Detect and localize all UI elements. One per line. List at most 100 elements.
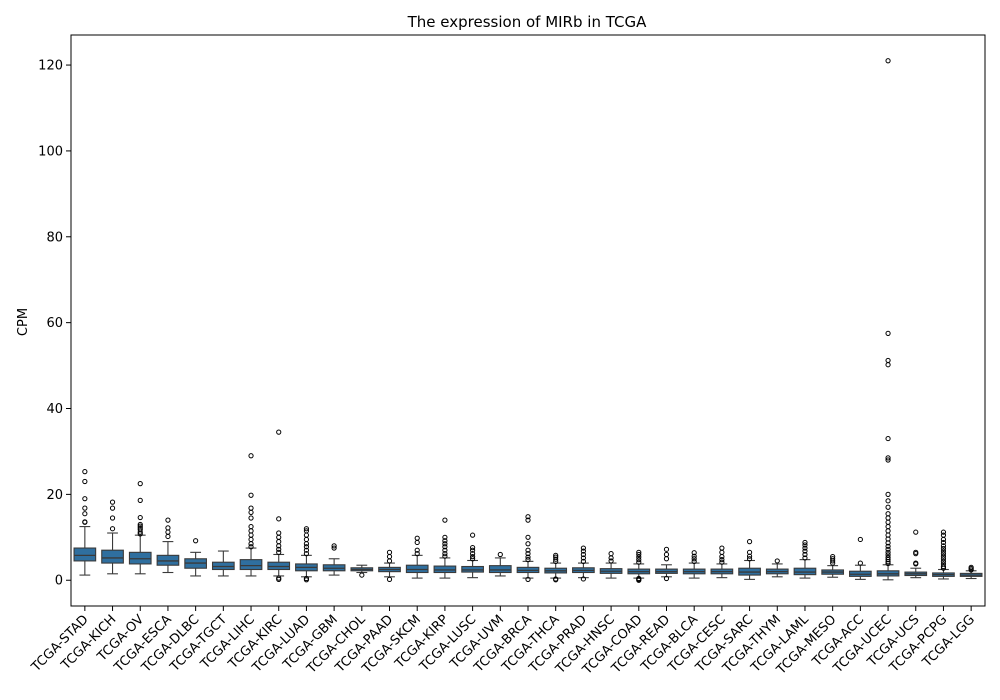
- outlier-point: [580, 548, 586, 554]
- outlier-point: [137, 497, 143, 503]
- outlier-point: [719, 559, 725, 565]
- outlier-point: [303, 551, 310, 557]
- outlier-point: [802, 539, 808, 546]
- outlier-point: [885, 491, 891, 497]
- outlier-point: [885, 504, 891, 510]
- outlier-point: [303, 541, 310, 547]
- outlier-point: [580, 545, 586, 551]
- outlier-point: [746, 556, 753, 562]
- outlier-point: [802, 551, 808, 558]
- outlier-point: [442, 553, 448, 559]
- outlier-point: [497, 551, 503, 558]
- box-body: [73, 547, 97, 562]
- y-tick-label: 120: [38, 59, 63, 74]
- plot-area: 020406080100120TCGA-STADTCGA-KICHTCGA-OV…: [28, 58, 983, 678]
- outlier-point: [525, 547, 531, 553]
- y-tick-label: 0: [55, 574, 63, 589]
- outlier-point: [470, 551, 476, 557]
- outlier-point: [525, 557, 531, 563]
- outlier-point: [137, 514, 143, 521]
- outlier-point: [109, 499, 116, 505]
- outlier-point: [248, 541, 254, 547]
- outlier-point: [442, 517, 448, 523]
- outlier-point: [331, 545, 337, 551]
- outlier-point: [248, 523, 254, 530]
- outlier-point: [885, 549, 891, 555]
- outlier-point: [525, 514, 531, 520]
- outlier-point: [442, 534, 448, 540]
- outlier-point: [276, 534, 282, 540]
- outlier-point: [193, 538, 199, 544]
- outlier-point: [885, 330, 891, 336]
- outlier-point: [109, 515, 116, 521]
- outlier-point: [248, 505, 254, 511]
- outlier-point: [470, 532, 476, 538]
- box-body: [488, 565, 512, 574]
- outlier-point: [802, 542, 808, 548]
- outlier-point: [137, 481, 143, 487]
- outlier-point: [303, 544, 310, 550]
- outlier-point: [940, 548, 947, 554]
- y-tick-label: 100: [38, 144, 63, 159]
- outlier-point: [276, 429, 282, 435]
- outlier-point: [940, 536, 947, 543]
- outlier-point: [940, 529, 947, 535]
- outlier-point: [525, 541, 531, 547]
- outlier-point: [663, 546, 670, 552]
- y-tick-label: 40: [46, 402, 63, 417]
- outlier-point: [885, 557, 891, 563]
- outlier-point: [913, 560, 919, 566]
- outlier-point: [719, 554, 725, 560]
- outlier-point: [248, 544, 254, 550]
- outlier-point: [830, 554, 836, 560]
- y-tick-label: 60: [46, 316, 63, 331]
- outlier-point: [885, 357, 891, 364]
- outlier-point: [691, 553, 697, 559]
- outlier-point: [885, 435, 891, 442]
- outlier-point: [746, 549, 753, 555]
- outlier-point: [719, 545, 725, 551]
- outlier-point: [746, 539, 753, 545]
- outlier-point: [885, 554, 891, 561]
- outlier-point: [691, 558, 697, 564]
- outlier-point: [276, 539, 282, 545]
- outlier-point: [386, 549, 393, 555]
- outlier-point: [968, 564, 974, 570]
- outlier-point: [553, 552, 559, 558]
- outlier-point: [414, 539, 420, 546]
- outlier-point: [940, 545, 947, 552]
- outlier-point: [774, 558, 780, 564]
- outlier-point: [636, 559, 642, 565]
- outlier-point: [82, 478, 88, 485]
- outlier-point: [580, 551, 586, 558]
- outlier-point: [885, 511, 891, 517]
- outlier-point: [109, 505, 116, 511]
- outlier-point: [303, 575, 310, 582]
- outlier-point: [636, 575, 642, 582]
- outlier-point: [525, 576, 531, 582]
- outlier-point: [885, 523, 891, 530]
- outlier-point: [913, 549, 919, 555]
- outlier-point: [137, 525, 143, 531]
- outlier-point: [82, 519, 88, 525]
- outlier-point: [137, 523, 143, 529]
- outlier-point: [885, 552, 891, 558]
- outlier-point: [276, 575, 282, 581]
- outlier-point: [137, 526, 143, 533]
- outlier-point: [442, 541, 448, 547]
- outlier-point: [608, 551, 614, 557]
- outlier-point: [940, 553, 947, 559]
- outlier-point: [248, 528, 254, 534]
- outlier-point: [940, 532, 947, 538]
- outlier-point: [608, 555, 614, 561]
- outlier-point: [663, 556, 670, 562]
- outlier-point: [885, 528, 891, 534]
- outlier-point: [885, 546, 891, 552]
- outlier-point: [940, 563, 947, 570]
- outlier-point: [802, 545, 808, 551]
- outlier-point: [580, 555, 586, 561]
- box-body: [101, 549, 124, 564]
- outlier-point: [940, 561, 947, 567]
- outlier-point: [303, 526, 310, 532]
- outlier-point: [414, 535, 420, 541]
